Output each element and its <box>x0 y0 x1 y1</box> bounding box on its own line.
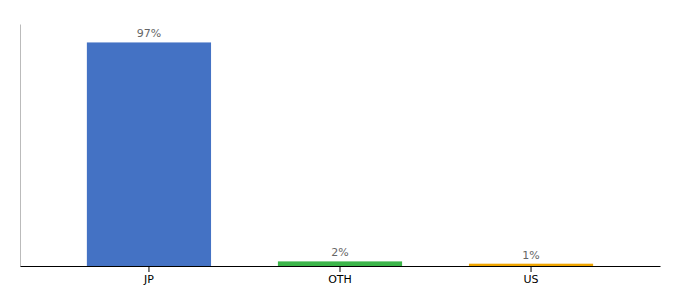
bars <box>87 42 593 266</box>
data-label: 97% <box>137 27 161 40</box>
bar <box>469 264 593 266</box>
y-axis-line <box>20 25 21 267</box>
x-tick-label: JP <box>143 273 154 286</box>
chart-svg: JP OTH US 97% 2% 1% <box>0 0 680 300</box>
x-tick-mark <box>531 266 532 272</box>
x-tick-label: OTH <box>328 273 352 286</box>
data-label: 1% <box>522 249 539 262</box>
x-tick-label: US <box>524 273 539 286</box>
x-tick: US <box>524 266 539 286</box>
bar <box>87 42 211 266</box>
y-axis <box>20 25 21 267</box>
x-tick-mark <box>340 266 341 272</box>
plot-area: JP OTH US 97% 2% 1% <box>21 25 661 286</box>
x-axis: JP OTH US <box>21 266 661 286</box>
bar <box>278 261 402 266</box>
data-labels: 97% 2% 1% <box>137 27 540 261</box>
x-tick-mark <box>148 266 149 272</box>
chart-container: JP OTH US 97% 2% 1% <box>0 0 680 300</box>
x-tick: OTH <box>328 266 352 286</box>
x-tick: JP <box>143 266 154 286</box>
data-label: 2% <box>331 246 348 259</box>
